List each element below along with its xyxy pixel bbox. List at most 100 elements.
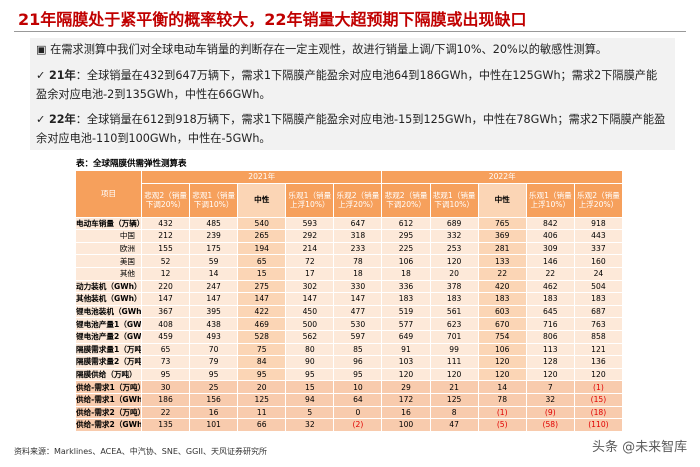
cell: 623 bbox=[429, 317, 479, 331]
cell: 649 bbox=[381, 329, 431, 344]
source: 资料来源：Marklines、ACEA、中汽协、SNE、GGII、天风证券研究所 bbox=[14, 447, 268, 456]
cell: (1) bbox=[477, 405, 527, 420]
bullet-label: 22年 bbox=[48, 113, 76, 126]
cell: 477 bbox=[333, 304, 383, 319]
cell: 519 bbox=[381, 304, 431, 319]
row-label: 美国 bbox=[75, 254, 142, 268]
header-row: 项目 2021年 2022年 bbox=[75, 170, 623, 218]
row-label: 其他 bbox=[75, 266, 142, 281]
cell: 367 bbox=[140, 304, 191, 319]
cell: 233 bbox=[333, 241, 383, 256]
cell: 214 bbox=[285, 241, 335, 256]
cell: 111 bbox=[429, 355, 479, 369]
cell: 84 bbox=[237, 355, 287, 369]
cell: 20 bbox=[429, 266, 479, 281]
row-label: 电动车销量（万辆） bbox=[75, 216, 142, 231]
cell: 128 bbox=[525, 355, 575, 369]
cell: 318 bbox=[333, 229, 383, 243]
cell: 225 bbox=[381, 241, 431, 256]
row-label: 隔膜需求量1（万吨） bbox=[75, 342, 142, 357]
cell: 156 bbox=[189, 392, 239, 407]
cell: 100 bbox=[381, 418, 431, 432]
cell: 125 bbox=[237, 392, 287, 407]
cell: 106 bbox=[477, 342, 527, 357]
cell: 577 bbox=[381, 317, 431, 331]
header-row: 悲观2（销量下调20%） 悲观1（销量下调10%） 中性 乐观1（销量上浮10%） 乐观… bbox=[76, 182, 624, 218]
cell: 14 bbox=[477, 380, 527, 394]
cell: 336 bbox=[381, 279, 431, 294]
cell: 95 bbox=[333, 367, 383, 382]
cell: 12 bbox=[140, 266, 191, 281]
table-row: 中国 212 239 265 292 318 295 332 369 406 443 bbox=[75, 229, 624, 243]
cell: 24 bbox=[573, 266, 624, 281]
cell: 95 bbox=[285, 367, 335, 382]
cell: 120 bbox=[477, 367, 527, 382]
scenario-header: 乐观1（销量上浮10%） bbox=[525, 182, 575, 218]
cell: 146 bbox=[525, 254, 575, 268]
cell: 59 bbox=[189, 254, 239, 268]
cell: 183 bbox=[477, 292, 527, 306]
cell: 65 bbox=[237, 254, 287, 268]
cell: 136 bbox=[573, 355, 624, 369]
cell: 72 bbox=[285, 254, 335, 268]
scenario-header: 乐观1（销量上浮10%） bbox=[285, 182, 335, 218]
cell: 183 bbox=[381, 292, 431, 306]
cell: 78 bbox=[333, 254, 383, 268]
cell: 120 bbox=[573, 367, 624, 382]
cell: 16 bbox=[189, 405, 239, 420]
cell: 302 bbox=[285, 279, 335, 294]
cell: 103 bbox=[381, 355, 431, 369]
cell: 18 bbox=[381, 266, 431, 281]
cell: 147 bbox=[285, 292, 335, 306]
cell: 194 bbox=[237, 241, 287, 256]
cell: 183 bbox=[573, 292, 624, 306]
cell: 670 bbox=[477, 317, 527, 331]
table-row: 其他 12 14 15 17 18 18 20 22 22 24 bbox=[75, 266, 624, 281]
bullet: ✓ 21年：全球销量在432到647万辆下，需求1下隔膜产能盈余对应电池64到1… bbox=[36, 69, 658, 101]
cell: 85 bbox=[333, 342, 383, 357]
cell: (110) bbox=[573, 418, 624, 432]
cell: 8 bbox=[429, 405, 479, 420]
cell: 612 bbox=[381, 216, 431, 231]
cell: 120 bbox=[429, 254, 479, 268]
cell: 64 bbox=[333, 392, 383, 407]
cell: 443 bbox=[573, 229, 624, 243]
cell: 689 bbox=[429, 216, 479, 231]
cell: 806 bbox=[525, 329, 575, 344]
cell: 292 bbox=[285, 229, 335, 243]
cell: 295 bbox=[381, 229, 431, 243]
cell: 212 bbox=[140, 229, 191, 243]
table-row: 美国 52 59 65 72 78 106 120 133 146 160 bbox=[75, 254, 624, 268]
cell: (15) bbox=[573, 392, 624, 407]
cell: 147 bbox=[237, 292, 287, 306]
row-label: 欧洲 bbox=[75, 241, 142, 256]
cell: 15 bbox=[237, 266, 287, 281]
cell: 11 bbox=[237, 405, 287, 420]
cell: (9) bbox=[525, 405, 575, 420]
cell: 20 bbox=[237, 380, 287, 394]
row-label: 锂电池产量2（GWh） bbox=[75, 329, 142, 344]
bullet: ✓ 22年：全球销量在612到918万辆下，需求1下隔膜产能盈余对应电池-15到… bbox=[36, 113, 666, 145]
scenario-header: 悲观2（销量下调20%） bbox=[140, 182, 191, 218]
cell: 332 bbox=[429, 229, 479, 243]
cell: 247 bbox=[189, 279, 239, 294]
row-label: 供给-需求2（万吨） bbox=[75, 405, 142, 420]
cell: 562 bbox=[285, 329, 335, 344]
cell: (2) bbox=[333, 418, 383, 432]
cell: 14 bbox=[189, 266, 239, 281]
scenario-header: 悲观2（销量下调20%） bbox=[381, 182, 431, 218]
row-label: 动力装机（GWh） bbox=[75, 279, 142, 294]
cell: 281 bbox=[477, 241, 527, 256]
cell: 432 bbox=[140, 216, 191, 231]
cell: 10 bbox=[333, 380, 383, 394]
cell: 32 bbox=[285, 418, 335, 432]
cell: 147 bbox=[140, 292, 191, 306]
cell: 186 bbox=[140, 392, 191, 407]
scenario-header: 悲观1（销量下调10%） bbox=[429, 182, 479, 218]
cell: 25 bbox=[189, 380, 239, 394]
row-label: 中国 bbox=[75, 229, 142, 243]
cell: 220 bbox=[140, 279, 191, 294]
cell: 120 bbox=[429, 367, 479, 382]
